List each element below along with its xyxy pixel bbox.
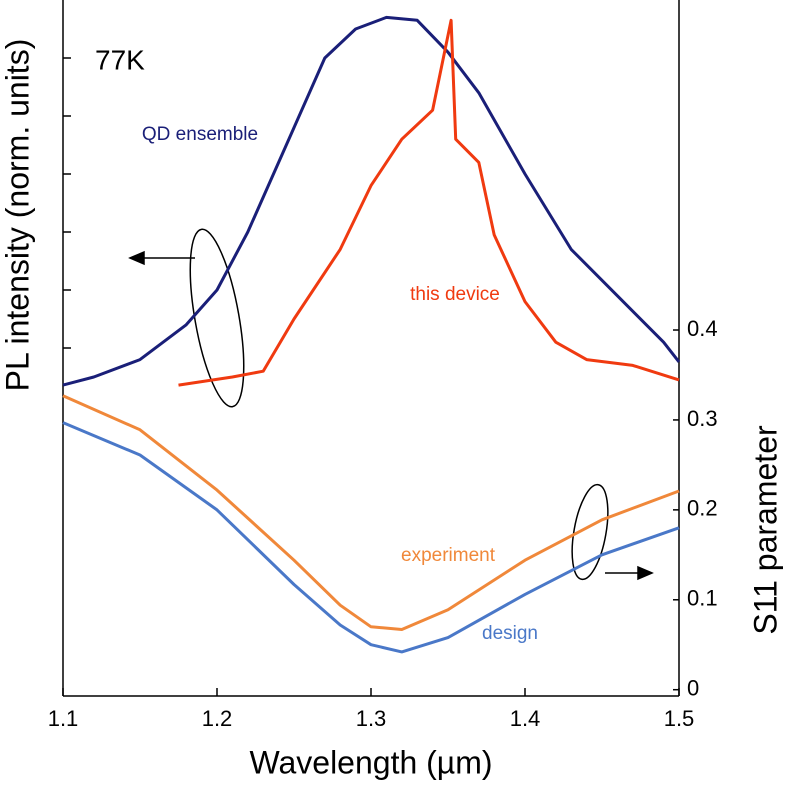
y-axis-label: PL intensity (norm. units) (0, 39, 35, 392)
ellipse (189, 228, 245, 408)
x-tick-label: 1.2 (202, 706, 233, 731)
y2-axis-label: S11 parameter (747, 425, 783, 635)
y2-tick-label: 0.1 (687, 586, 718, 611)
y2-tick-label: 0.2 (687, 496, 718, 521)
ellipse (571, 483, 609, 581)
series-label: experiment (401, 545, 496, 566)
series-line (62, 15, 681, 387)
series-line (178, 18, 680, 387)
series-line (62, 421, 680, 654)
series-line (62, 394, 680, 631)
x-tick-label: 1.1 (48, 706, 79, 731)
y2-tick-label: 0 (687, 676, 699, 701)
series-label: design (482, 623, 538, 644)
pointer-marks (128, 228, 654, 581)
y2-tick-label: 0.4 (687, 316, 718, 341)
series-label: QD ensemble (142, 124, 258, 145)
arrowhead (128, 250, 145, 266)
x-tick-label: 1.5 (664, 706, 695, 731)
series-label: this device (410, 284, 500, 305)
arrowhead (637, 565, 654, 581)
y2-tick-label: 0.3 (687, 406, 718, 431)
annotation: 77K (95, 44, 145, 75)
x-tick-label: 1.4 (510, 706, 541, 731)
x-tick-label: 1.3 (356, 706, 387, 731)
x-axis-label: Wavelength (µm) (249, 744, 492, 780)
